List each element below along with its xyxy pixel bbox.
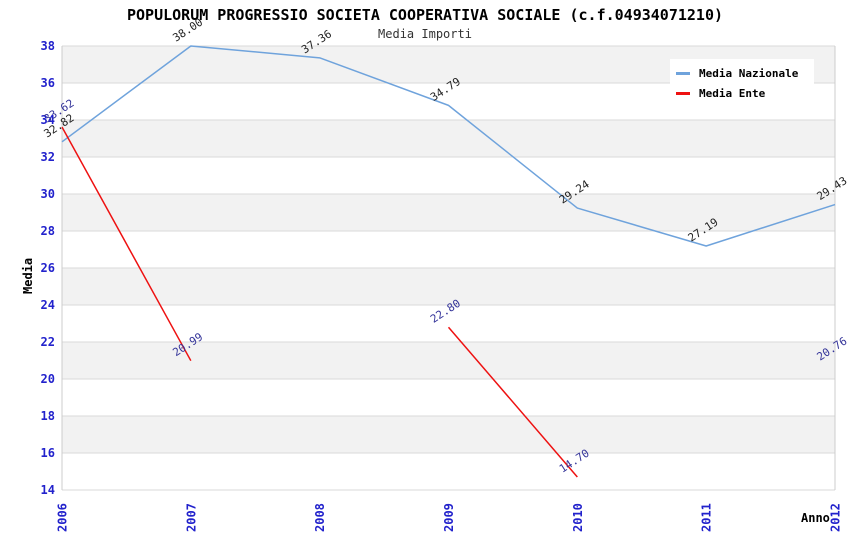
media-ente-line-swatch	[676, 91, 690, 95]
svg-text:2008: 2008	[313, 503, 327, 532]
x-axis-title: Anno	[801, 511, 830, 525]
y-axis-title: Media	[21, 257, 35, 294]
chart-title: POPULORUM PROGRESSIO SOCIETA COOPERATIVA…	[126, 6, 724, 24]
svg-text:36: 36	[41, 76, 55, 90]
chart-subtitle: Media Importi	[378, 27, 472, 41]
svg-text:2009: 2009	[442, 503, 456, 532]
legend-label-media-nazionale: Media Nazionale	[699, 66, 799, 80]
media-nazionale-line-swatch	[676, 71, 690, 75]
svg-text:34: 34	[41, 113, 55, 127]
legend: Media Nazionale Media Ente	[670, 59, 814, 107]
legend-item-media-ente: Media Ente	[676, 83, 808, 103]
svg-text:24: 24	[41, 298, 55, 312]
svg-text:32: 32	[41, 150, 55, 164]
svg-text:38.00: 38.00	[170, 16, 205, 45]
legend-label-media-ente: Media Ente	[699, 86, 766, 100]
svg-text:16: 16	[41, 446, 55, 460]
svg-text:2010: 2010	[571, 503, 585, 532]
svg-text:2007: 2007	[184, 503, 198, 532]
legend-item-media-nazionale: Media Nazionale	[676, 63, 808, 83]
svg-text:38: 38	[41, 39, 55, 53]
svg-text:22: 22	[41, 335, 55, 349]
svg-text:28: 28	[41, 224, 55, 238]
svg-text:2012: 2012	[829, 503, 843, 532]
svg-text:20: 20	[41, 372, 55, 386]
svg-text:30: 30	[41, 187, 55, 201]
svg-text:2006: 2006	[56, 503, 70, 532]
svg-text:26: 26	[41, 261, 55, 275]
svg-text:18: 18	[41, 409, 55, 423]
svg-text:2011: 2011	[700, 503, 714, 532]
svg-text:14: 14	[41, 483, 55, 497]
